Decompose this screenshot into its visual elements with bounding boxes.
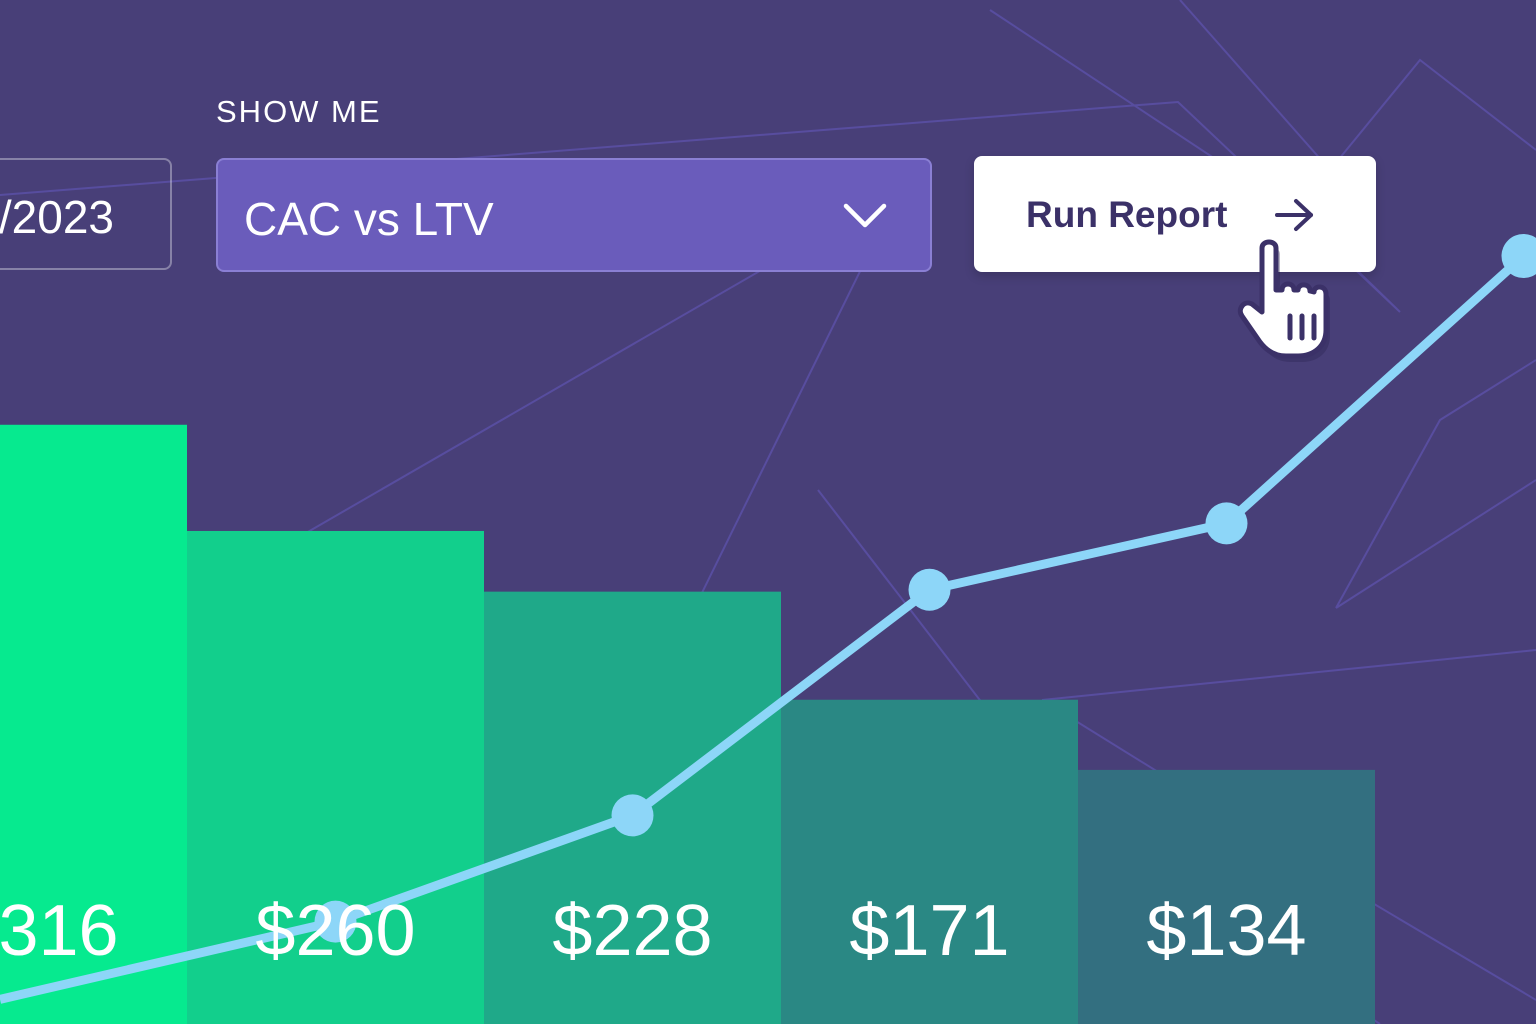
bar-label-5: $134 <box>1146 891 1306 971</box>
bar-labels: $316 $260 $228 $171 $134 <box>0 891 1307 971</box>
ltv-point-2 <box>611 794 654 837</box>
bar-label-1: $316 <box>0 891 119 971</box>
bar-5 <box>1078 769 1375 1024</box>
show-me-select[interactable]: CAC vs LTV <box>216 158 932 272</box>
ltv-point-4 <box>1205 502 1248 545</box>
select-value: CAC vs LTV <box>244 193 494 245</box>
run-report-button[interactable]: Run Report <box>974 156 1376 272</box>
ltv-point-1 <box>314 900 357 943</box>
arrow-right-icon <box>1275 199 1313 231</box>
bar-1 <box>0 424 187 1024</box>
bar-label-3: $228 <box>552 891 712 971</box>
bar-label-4: $171 <box>849 891 1009 971</box>
run-report-label: Run Report <box>1026 194 1228 235</box>
bar-label-2: $260 <box>255 891 415 971</box>
ltv-point-5 <box>1501 234 1536 278</box>
chevron-down-icon <box>843 203 887 228</box>
show-me-label: SHOW ME <box>216 94 382 129</box>
ltv-line-path <box>0 252 1527 1004</box>
ltv-point-3 <box>908 568 951 611</box>
ltv-line <box>0 234 1536 1004</box>
bar-4 <box>781 699 1078 1024</box>
hand-cursor-icon <box>1237 239 1330 362</box>
date-field[interactable]: /2023 <box>0 158 172 270</box>
date-field-value: /2023 <box>0 191 114 243</box>
